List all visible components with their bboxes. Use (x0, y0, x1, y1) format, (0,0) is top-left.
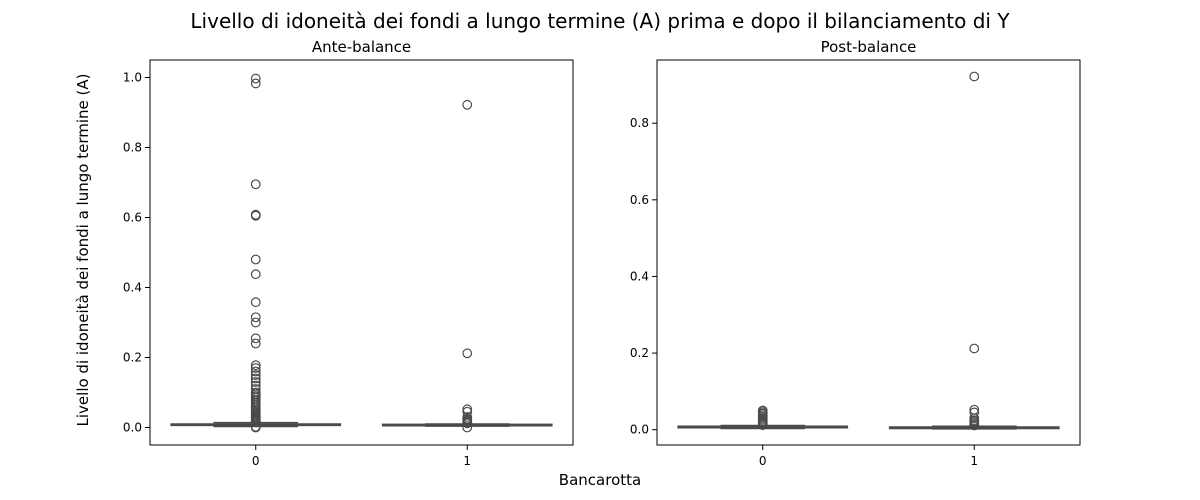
y-tick-label: 0.4 (630, 269, 649, 283)
outlier-point (250, 297, 261, 308)
box-1 (888, 71, 1060, 431)
y-tick-label: 0.8 (630, 116, 649, 130)
outlier-point (250, 269, 261, 280)
box-0 (677, 405, 849, 430)
outlier-point (757, 405, 768, 416)
outlier-point (250, 384, 261, 394)
outlier-point (462, 348, 473, 359)
outlier-point (250, 333, 261, 344)
y-tick-label: 0.8 (123, 141, 142, 155)
outlier-point (250, 387, 261, 398)
y-tick-label: 0.2 (630, 346, 649, 360)
outlier-point (250, 209, 261, 220)
x-tick-label: 1 (463, 454, 471, 468)
y-tick-label: 0.6 (630, 193, 649, 207)
y-tick-label: 0.0 (630, 423, 649, 437)
outlier-point (250, 338, 261, 349)
subplot-title: Ante-balance (312, 38, 411, 56)
y-tick-label: 1.0 (123, 71, 142, 85)
outlier-point (250, 73, 261, 84)
y-axis-label: Livello di idoneità dei fondi a lungo te… (74, 74, 92, 427)
outlier-point (250, 377, 261, 387)
box-0 (170, 73, 342, 433)
y-tick-label: 0.0 (123, 421, 142, 435)
outlier-point (969, 343, 980, 354)
outlier-point (462, 406, 473, 417)
outlier-point (250, 370, 261, 380)
outlier-point (250, 363, 261, 373)
y-tick-label: 0.6 (123, 211, 142, 225)
outlier-point (462, 412, 473, 422)
outlier-point (250, 366, 261, 377)
subplot-title: Post-balance (821, 38, 917, 56)
box-1 (381, 99, 553, 433)
outlier-point (250, 360, 261, 371)
outlier-point (462, 404, 473, 415)
subplot-2: Post-balance 0.0 0.2 0.4 0.6 0.8 0 1 (630, 38, 1081, 468)
outlier-point (969, 404, 980, 415)
outlier-point (969, 71, 980, 82)
x-tick-label: 0 (759, 454, 767, 468)
y-tick-label: 0.4 (123, 281, 142, 295)
x-tick-label: 0 (252, 454, 260, 468)
outlier-point (969, 407, 980, 418)
outlier-point (250, 373, 261, 384)
subplot-1: Ante-balance 0.0 0.2 0.4 0.6 0.8 1.0 0 1 (123, 38, 574, 468)
x-axis-label: Bancarotta (559, 471, 641, 489)
axes-frame (656, 59, 1081, 446)
outlier-point (250, 317, 261, 328)
outlier-point (250, 78, 261, 89)
outlier-point (250, 254, 261, 265)
outlier-point (250, 179, 261, 190)
x-tick-label: 1 (970, 454, 978, 468)
axes-frame (149, 59, 574, 446)
outlier-point (250, 312, 261, 323)
figure-suptitle: Livello di idoneità dei fondi a lungo te… (190, 9, 1010, 33)
y-tick-label: 0.2 (123, 351, 142, 365)
outlier-point (462, 99, 473, 110)
outlier-point (250, 380, 261, 391)
